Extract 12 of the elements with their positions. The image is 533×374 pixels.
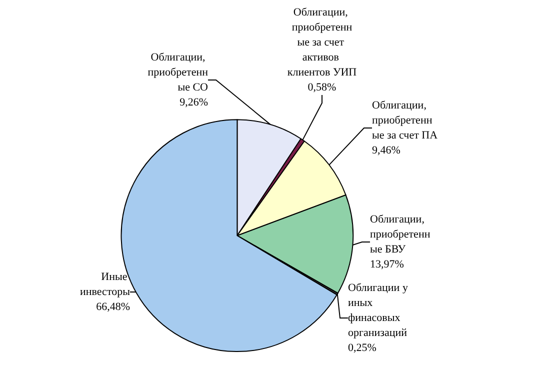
slice-label: Облигации, приобретенные за счет ПА xyxy=(372,100,438,142)
slice-label: Иные инвесторы xyxy=(80,271,131,298)
data-label: 0,58% xyxy=(308,82,336,94)
data-label: 9,46% xyxy=(372,144,400,156)
data-label: 66,48% xyxy=(96,301,130,313)
slice-label: Облигации у иных финасовых организаций xyxy=(348,282,411,339)
data-label: 13,97% xyxy=(370,258,404,270)
data-label: 9,26% xyxy=(180,96,208,108)
data-label: 0,25% xyxy=(348,342,376,354)
slice-label: Облигации, приобретенные за счет активов клиентов УИП xyxy=(287,6,357,78)
slice-label: Облигации, приобретенные СО xyxy=(148,52,208,94)
slice-label: Облигации, приобретенные БВУ xyxy=(370,214,430,256)
